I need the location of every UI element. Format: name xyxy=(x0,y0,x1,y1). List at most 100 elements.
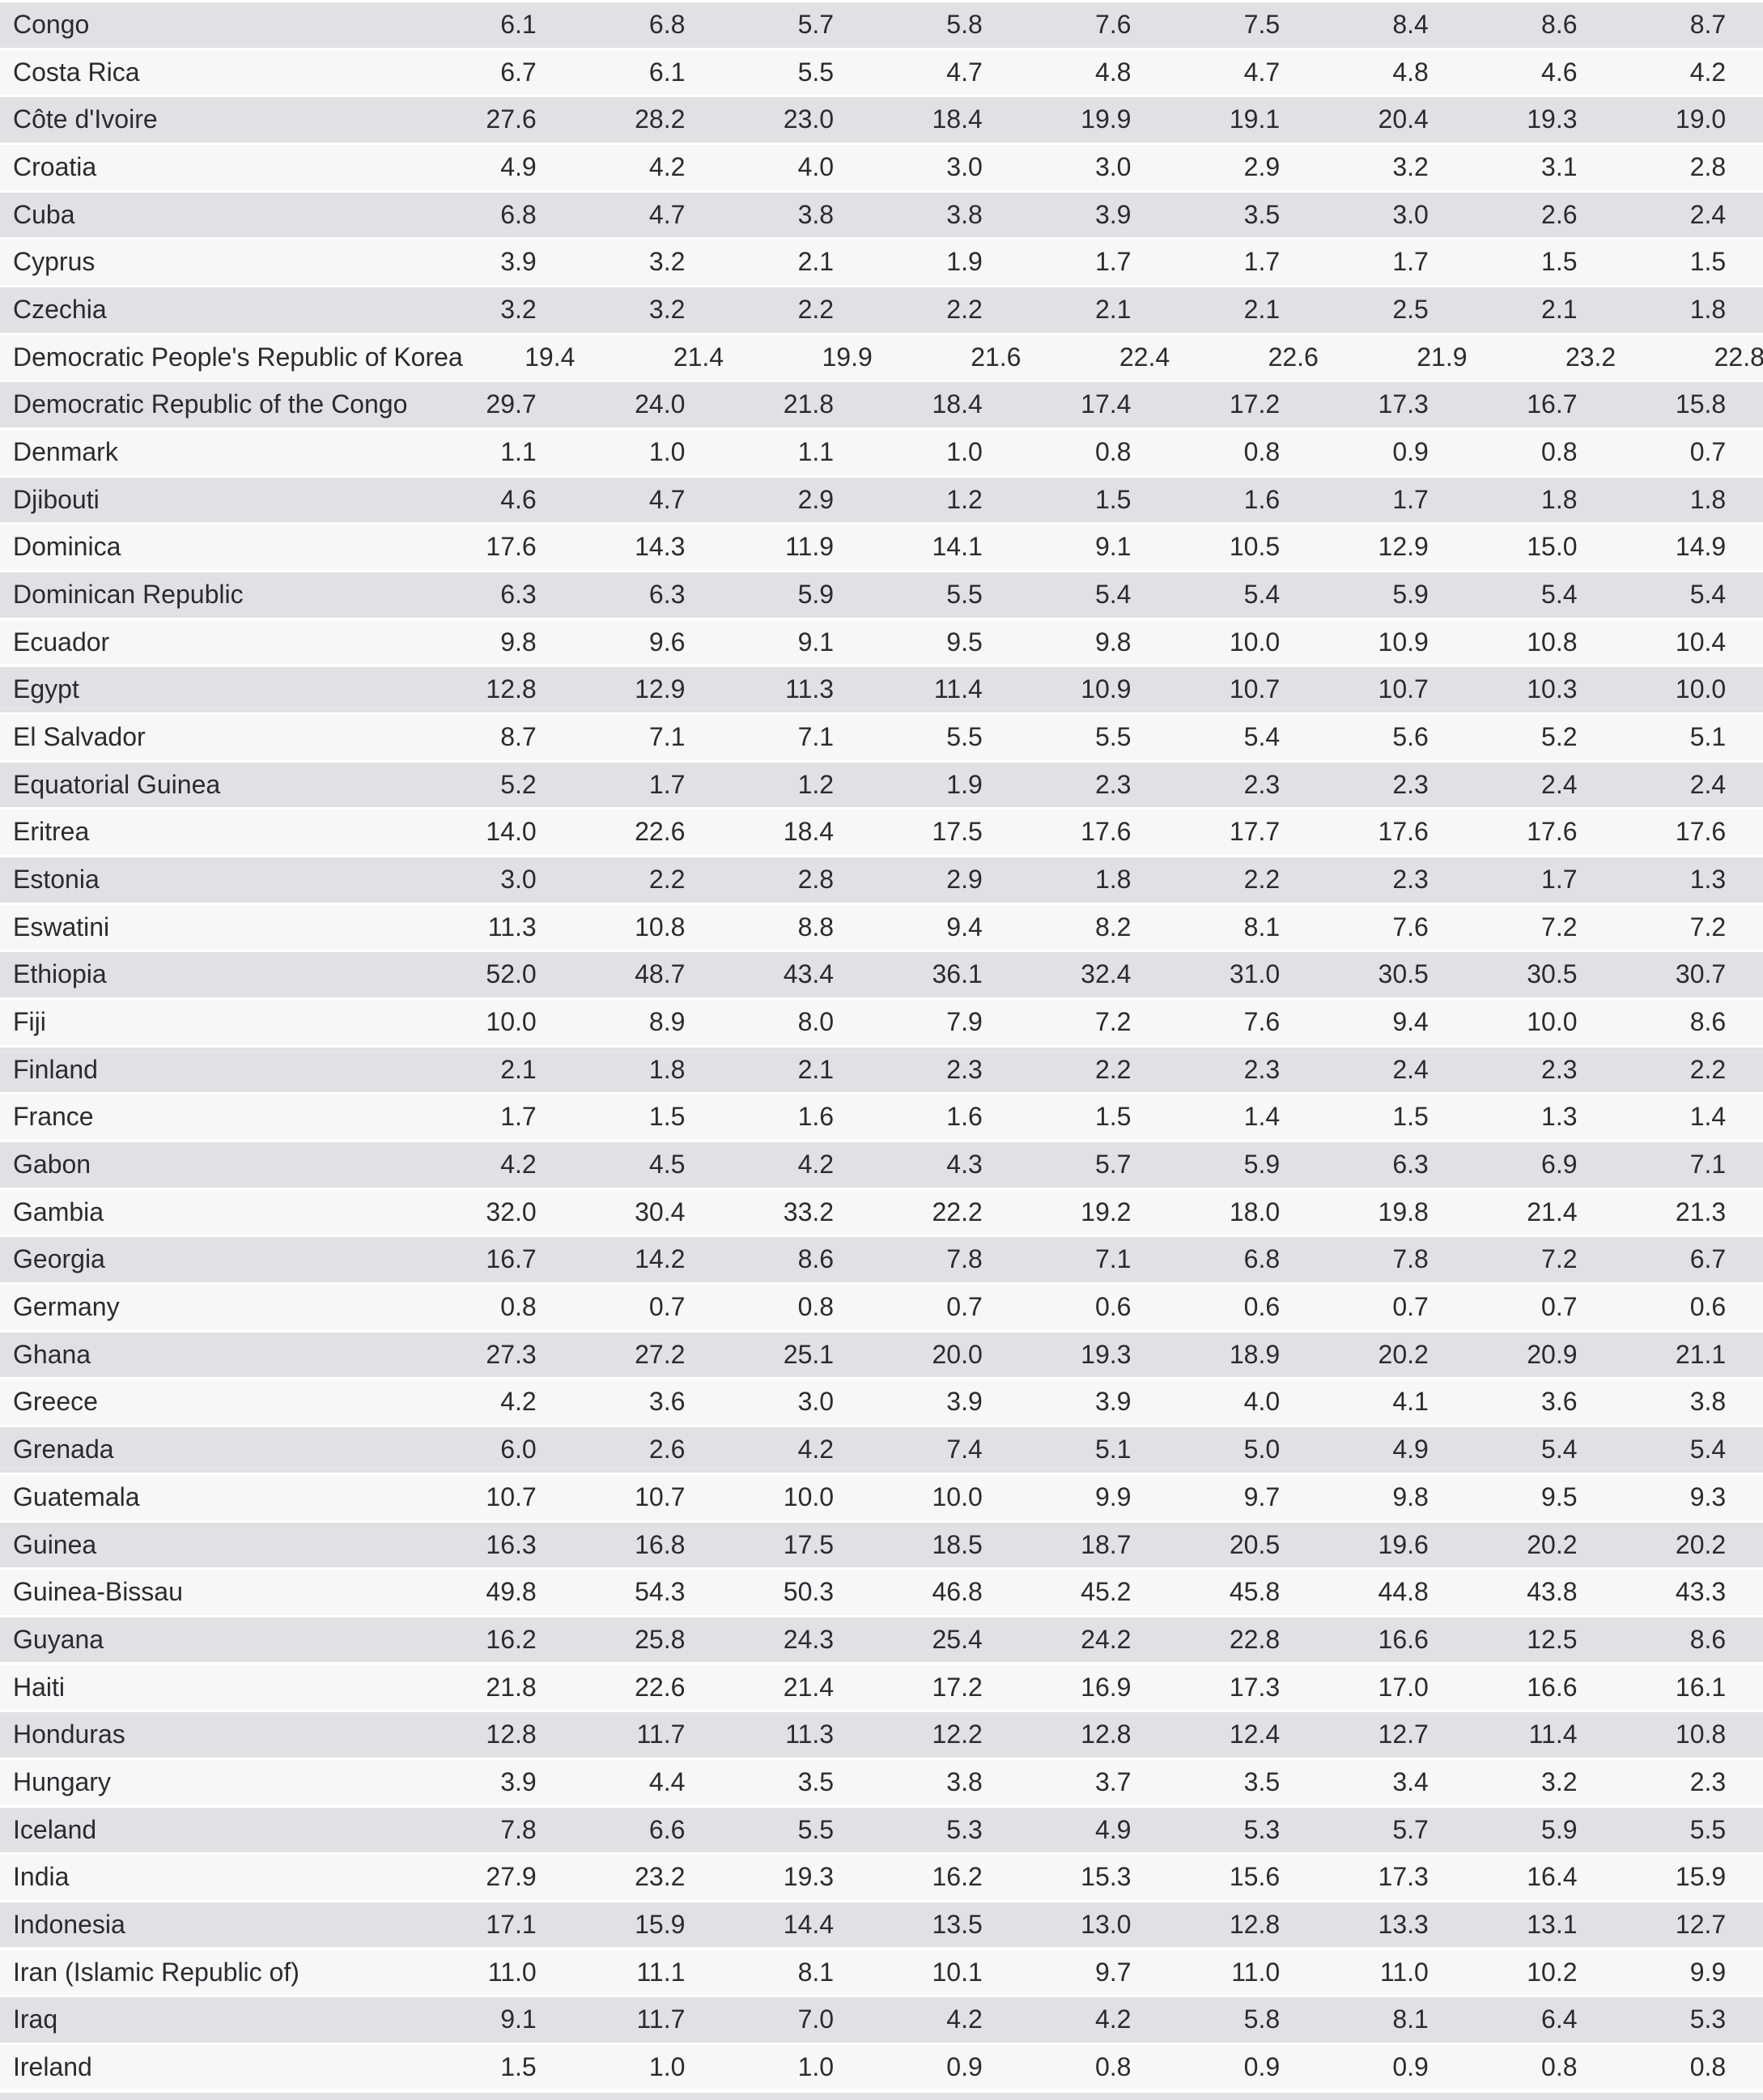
value-cell: 10.7 xyxy=(486,1481,537,1511)
value-cell: 17.2 xyxy=(1229,389,1281,419)
value-cell: 24.3 xyxy=(783,1624,835,1654)
value-cell: 17.7 xyxy=(1229,817,1281,847)
table-row: Iceland 7.8 6.6 5.5 5.3 4.9 5.3 5.7 5.9 5.5 xyxy=(0,1807,1763,1853)
value-cell: 2.6 xyxy=(1541,199,1578,229)
value-cell: 11.3 xyxy=(487,912,537,942)
value-cell: 16.4 xyxy=(1527,1862,1578,1892)
country-name-cell: Ireland xyxy=(13,2051,92,2081)
table-row: Guatemala 10.7 10.7 10.0 10.0 9.9 9.7 9.8 9.5 9.3 xyxy=(0,1474,1763,1520)
value-cell: 24.0 xyxy=(635,389,686,419)
value-cell: 11.0 xyxy=(487,1957,537,1987)
value-cell: 5.4 xyxy=(1689,1435,1727,1464)
value-cell: 2.8 xyxy=(797,865,835,895)
table-row: Grenada 6.0 2.6 4.2 7.4 5.1 5.0 4.9 5.4 5.4 xyxy=(0,1427,1763,1473)
value-cell: 15.9 xyxy=(635,1909,686,1939)
value-cell: 32.0 xyxy=(486,1197,537,1226)
value-cell: 6.7 xyxy=(1689,1244,1727,1274)
table-row: Ghana 27.3 27.2 25.1 20.0 19.3 18.9 20.2 20.9 21.… xyxy=(0,1332,1763,1378)
value-cell: 1.3 xyxy=(1541,1102,1578,1132)
value-cell: 1.9 xyxy=(946,247,983,277)
value-cell: 3.9 xyxy=(946,1387,983,1417)
value-cell: 19.9 xyxy=(822,342,873,372)
value-cell: 17.6 xyxy=(1527,817,1578,847)
value-cell: 10.9 xyxy=(1378,627,1429,657)
value-cell: 2.2 xyxy=(648,865,686,895)
value-cell: 52.0 xyxy=(486,959,537,989)
value-cell: 3.5 xyxy=(1243,1766,1281,1796)
table-row: Equatorial Guinea 5.2 1.7 1.2 1.9 2.3 2.3 2.3 2.… xyxy=(0,762,1763,808)
country-name-cell: Equatorial Guinea xyxy=(13,769,221,799)
value-cell: 6.9 xyxy=(1541,1150,1578,1180)
value-cell: 11.0 xyxy=(1379,1957,1429,1987)
table-row: Croatia 4.9 4.2 4.0 3.0 3.0 2.9 3.2 3.1 2.8 xyxy=(0,145,1763,190)
value-cell: 5.5 xyxy=(946,580,983,610)
value-cell: 5.0 xyxy=(1243,1435,1281,1464)
value-cell: 18.0 xyxy=(1229,1197,1281,1226)
value-cell: 9.1 xyxy=(1094,532,1132,562)
value-cell: 12.5 xyxy=(1527,1624,1578,1654)
value-cell: 16.8 xyxy=(635,1529,686,1559)
value-cell: 5.5 xyxy=(797,57,835,87)
country-name-cell: Iceland xyxy=(13,1814,97,1844)
value-cell: 5.5 xyxy=(1689,1814,1727,1844)
value-cell: 21.4 xyxy=(673,342,724,372)
value-cell: 16.3 xyxy=(486,1529,537,1559)
value-cell: 19.3 xyxy=(1081,1339,1132,1369)
value-cell: 49.8 xyxy=(486,1577,537,1607)
value-cell: 3.0 xyxy=(500,865,537,895)
value-cell: 18.9 xyxy=(1229,1339,1281,1369)
value-cell: 22.6 xyxy=(635,1672,686,1702)
table-row: Côte d'Ivoire 27.6 28.2 23.0 18.4 19.9 19.1 20.… xyxy=(0,97,1763,142)
value-cell: 11.4 xyxy=(1528,1720,1578,1749)
value-cell: 11.7 xyxy=(636,1720,686,1749)
value-cell: 17.3 xyxy=(1229,1672,1281,1702)
value-cell: 9.4 xyxy=(946,912,983,942)
value-cell: 30.5 xyxy=(1527,959,1578,989)
value-cell: 7.2 xyxy=(1689,912,1727,942)
value-cell: 9.5 xyxy=(1541,1481,1578,1511)
value-cell: 0.6 xyxy=(1689,1292,1727,1322)
table-row-partial xyxy=(0,2092,1763,2100)
country-name-cell: Grenada xyxy=(13,1435,114,1464)
value-cell: 13.1 xyxy=(1527,1909,1578,1939)
value-cell: 1.8 xyxy=(1541,484,1578,514)
value-cell: 20.2 xyxy=(1675,1529,1727,1559)
value-cell: 1.8 xyxy=(648,1054,686,1084)
value-cell: 8.6 xyxy=(1689,1007,1727,1037)
value-cell: 1.0 xyxy=(797,2051,835,2081)
value-cell: 4.2 xyxy=(797,1435,835,1464)
table-row: Greece 4.2 3.6 3.0 3.9 3.9 4.0 4.1 3.6 3.8 xyxy=(0,1379,1763,1425)
value-cell: 2.1 xyxy=(797,1054,835,1084)
value-cell: 10.8 xyxy=(635,912,686,942)
value-cell: 5.8 xyxy=(1243,2004,1281,2034)
value-cell: 3.7 xyxy=(1094,1766,1132,1796)
value-cell: 2.9 xyxy=(946,865,983,895)
value-cell: 19.8 xyxy=(1378,1197,1429,1226)
value-cell: 17.3 xyxy=(1378,389,1429,419)
value-cell: 27.3 xyxy=(486,1339,537,1369)
value-cell: 4.2 xyxy=(500,1387,537,1417)
value-cell: 10.8 xyxy=(1527,627,1578,657)
value-cell: 17.3 xyxy=(1378,1862,1429,1892)
value-cell: 13.0 xyxy=(1081,1909,1132,1939)
table-row: India 27.9 23.2 19.3 16.2 15.3 15.6 17.3 16.4 15.… xyxy=(0,1855,1763,1900)
value-cell: 25.8 xyxy=(635,1624,686,1654)
value-cell: 22.8 xyxy=(1714,342,1763,372)
country-name-cell: Congo xyxy=(13,10,90,39)
value-cell: 21.4 xyxy=(783,1672,835,1702)
value-cell: 4.2 xyxy=(1094,2004,1132,2034)
value-cell: 1.8 xyxy=(1094,865,1132,895)
value-cell: 4.2 xyxy=(1689,57,1727,87)
value-cell: 5.4 xyxy=(1243,722,1281,752)
value-cell: 12.7 xyxy=(1378,1720,1429,1749)
value-cell: 9.1 xyxy=(797,627,835,657)
table-row: Finland 2.1 1.8 2.1 2.3 2.2 2.3 2.4 2.3 2.2 xyxy=(0,1047,1763,1093)
country-name-cell: Cyprus xyxy=(13,247,96,277)
value-cell: 6.3 xyxy=(1392,1150,1429,1180)
value-cell: 16.9 xyxy=(1081,1672,1132,1702)
value-cell: 1.7 xyxy=(1392,247,1429,277)
country-name-cell: Croatia xyxy=(13,152,97,182)
value-cell: 0.8 xyxy=(797,1292,835,1322)
value-cell: 0.7 xyxy=(648,1292,686,1322)
value-cell: 14.9 xyxy=(1675,532,1727,562)
